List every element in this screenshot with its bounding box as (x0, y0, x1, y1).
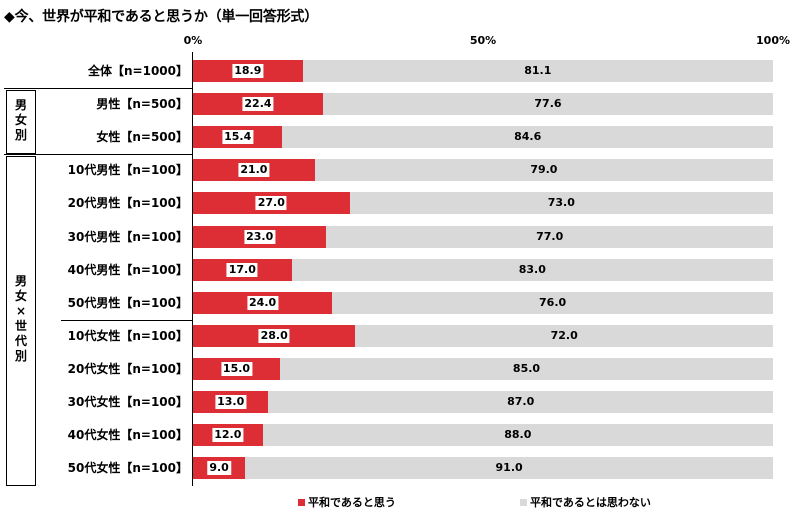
data-label-disagree: 87.0 (507, 395, 535, 408)
category-label: 20代女性【n=100】 (67, 361, 188, 376)
data-label-disagree: 72.0 (550, 328, 578, 342)
category-label: 10代男性【n=100】 (67, 163, 188, 178)
section-separator (61, 320, 193, 321)
bar-disagree (193, 126, 773, 149)
bar-disagree (193, 424, 773, 447)
data-label-agree: 21.0 (238, 163, 270, 178)
group-label-char: 男 (14, 98, 27, 112)
data-label-agree: 15.4 (222, 130, 254, 145)
data-label-agree: 23.0 (244, 229, 276, 244)
category-label: 男性【n=500】 (96, 97, 188, 112)
bar-disagree (193, 457, 773, 480)
data-label-agree: 27.0 (255, 196, 287, 211)
data-label-agree: 18.9 (232, 64, 264, 78)
category-label: 30代男性【n=100】 (67, 229, 188, 244)
category-label: 全体【n=1000】 (88, 64, 188, 78)
bar-disagree (193, 60, 773, 82)
category-label: 40代男性【n=100】 (67, 262, 188, 277)
data-label-agree: 17.0 (226, 262, 258, 277)
data-label-disagree: 76.0 (539, 295, 567, 309)
legend-swatch (520, 498, 527, 506)
group-box (6, 156, 36, 486)
data-label-disagree: 77.6 (534, 97, 562, 111)
category-label: 40代女性【n=100】 (67, 428, 188, 443)
bar-disagree (193, 258, 773, 281)
legend-label: 平和であると思う (308, 496, 396, 509)
y-axis-line (192, 52, 193, 486)
legend-label: 平和であるとは思わない (530, 496, 651, 509)
group-label: 男女別 (13, 98, 29, 143)
data-label-agree: 15.0 (220, 361, 253, 376)
category-label: 50代男性【n=100】 (67, 295, 188, 310)
group-box (6, 90, 36, 154)
data-label-disagree: 85.0 (512, 361, 541, 375)
category-label: 女性【n=500】 (96, 130, 188, 145)
data-label-agree: 13.0 (215, 395, 247, 409)
group-label-char: × (15, 304, 27, 318)
bar-disagree (193, 93, 773, 116)
bar-disagree (193, 391, 773, 413)
data-label-agree: 9.0 (207, 461, 231, 476)
group-label-char: 女 (14, 113, 27, 127)
data-label-agree: 24.0 (247, 295, 279, 310)
data-label-disagree: 83.0 (518, 262, 546, 276)
data-label-disagree: 84.6 (514, 130, 542, 144)
section-separator (4, 88, 193, 89)
data-label-disagree: 77.0 (536, 229, 564, 243)
group-label-char: 代 (14, 334, 27, 348)
category-label: 50代女性【n=100】 (67, 461, 188, 476)
bar-disagree (193, 357, 773, 380)
legend-item: 平和であると思う (298, 494, 396, 510)
axis-tick-label: 50% (469, 34, 497, 47)
axis-tick-label: 100% (756, 34, 790, 47)
group-label: 男女 × 世代別 (13, 274, 29, 364)
data-label-agree: 28.0 (258, 328, 290, 343)
group-label-char: 女 (14, 289, 27, 303)
group-label-char: 男 (14, 274, 27, 288)
data-label-disagree: 81.1 (524, 64, 552, 77)
data-label-disagree: 91.0 (495, 461, 523, 475)
section-separator (4, 154, 193, 155)
bar-disagree (193, 225, 773, 248)
category-label: 30代女性【n=100】 (67, 395, 188, 409)
data-label-agree: 22.4 (242, 97, 274, 112)
data-label-disagree: 88.0 (504, 428, 532, 442)
data-label-agree: 12.0 (212, 428, 244, 443)
category-label: 10代女性【n=100】 (67, 328, 188, 343)
legend-item: 平和であるとは思わない (520, 494, 651, 510)
legend-swatch (298, 498, 305, 506)
data-label-disagree: 73.0 (547, 196, 575, 210)
data-label-disagree: 79.0 (530, 163, 558, 177)
group-label-char: 別 (14, 349, 27, 363)
bar-disagree (193, 291, 773, 314)
chart-title: ◆今、世界が平和であると思うか（単一回答形式） (4, 9, 319, 25)
axis-tick-label: 0% (183, 34, 203, 47)
group-label-char: 別 (14, 128, 27, 142)
category-label: 20代男性【n=100】 (67, 196, 188, 211)
bar-disagree (193, 159, 773, 182)
group-label-char: 世 (14, 319, 27, 333)
